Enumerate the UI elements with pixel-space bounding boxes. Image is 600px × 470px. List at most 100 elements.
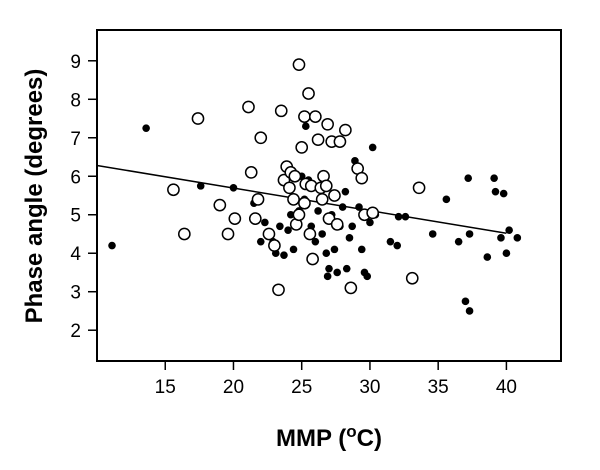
data-point-filled [483, 253, 492, 261]
data-point-open [298, 110, 311, 123]
data-point-filled [256, 237, 265, 246]
data-point-filled [323, 272, 332, 281]
data-point-open [248, 212, 262, 225]
data-point-open [311, 133, 325, 147]
data-point-open [302, 87, 315, 100]
data-point-filled [363, 272, 372, 281]
data-point-open [191, 112, 205, 125]
data-point-open [292, 208, 306, 222]
y-tick-label: 7 [70, 129, 81, 150]
data-point-filled [386, 237, 395, 246]
data-point-filled [465, 307, 474, 315]
data-point-filled [490, 174, 498, 182]
data-point-open [262, 227, 276, 241]
x-tick-label: 40 [496, 377, 517, 398]
data-point-filled [345, 234, 354, 242]
data-point-filled [394, 212, 403, 221]
data-point-open [254, 131, 268, 145]
data-point-filled [401, 212, 410, 221]
data-point-filled [338, 203, 347, 211]
data-point-open [221, 227, 235, 241]
data-point-filled [502, 249, 511, 258]
y-tick-label: 3 [70, 283, 81, 304]
data-point-filled [280, 251, 288, 259]
data-point-open [177, 227, 191, 241]
data-point-open [242, 100, 255, 114]
data-point-open [306, 252, 319, 266]
data-point-open [309, 110, 322, 123]
data-point-filled [229, 184, 238, 192]
data-point-filled [348, 222, 357, 231]
data-point-open [283, 181, 296, 195]
data-point-filled [368, 143, 377, 152]
data-point-filled [454, 237, 463, 246]
data-point-open [287, 192, 300, 206]
data-point-open [268, 239, 281, 252]
data-point-filled [330, 245, 339, 254]
y-tick-label: 5 [70, 206, 81, 227]
x-axis-title-superscript: o [346, 422, 356, 441]
data-point-filled [322, 249, 331, 258]
x-tick-label: 25 [291, 377, 312, 398]
data-point-filled [261, 218, 269, 227]
plot-frame [96, 29, 562, 362]
data-point-open [292, 58, 306, 71]
y-tick-label: 6 [70, 167, 81, 188]
data-point-filled [491, 187, 500, 196]
data-point-open [295, 141, 309, 154]
data-point-filled [366, 218, 374, 227]
x-tick-label: 35 [428, 377, 449, 398]
x-tick-label: 15 [155, 377, 176, 398]
data-point-filled [311, 237, 320, 246]
y-axis: 2 3 4 5 6 7 8 9 [70, 52, 97, 342]
data-point-filled [314, 207, 322, 215]
y-tick-label: 2 [70, 321, 81, 342]
data-point-open [244, 166, 258, 179]
data-point-open [333, 135, 347, 148]
data-point-open [405, 271, 419, 285]
data-point-filled [142, 124, 150, 132]
data-point-filled [355, 203, 363, 211]
data-point-open [339, 123, 352, 137]
data-point-filled [442, 195, 451, 204]
data-point-open [288, 169, 302, 183]
x-axis-title-end: C) [357, 425, 382, 452]
data-point-open [315, 192, 329, 206]
y-axis-title: Phase angle (degrees) [21, 69, 48, 324]
data-point-filled [505, 226, 513, 234]
x-tick-label: 30 [359, 377, 380, 398]
data-point-filled [428, 230, 437, 238]
y-tick-label: 8 [70, 90, 81, 111]
data-point-open [298, 196, 311, 210]
data-point-filled [497, 234, 505, 242]
data-point-open [303, 227, 317, 241]
data-point-filled [302, 122, 310, 131]
x-axis: 15 20 25 30 35 40 [155, 361, 517, 398]
data-point-open [366, 206, 380, 220]
data-point-open [344, 281, 358, 295]
data-point-filled [513, 234, 522, 242]
data-point-open [319, 179, 333, 193]
data-point-open [228, 212, 242, 225]
data-point-open [412, 181, 426, 195]
data-point-open [213, 198, 227, 212]
data-point-filled [464, 174, 473, 182]
data-point-filled [461, 297, 470, 306]
data-point-open [167, 183, 180, 197]
data-point-filled [499, 189, 508, 198]
data-point-open [321, 117, 334, 131]
x-tick-label: 20 [223, 377, 244, 398]
data-point-filled [341, 187, 350, 196]
x-axis-title-main: MMP ( [276, 425, 346, 452]
data-point-filled [286, 210, 295, 219]
data-point-filled [108, 241, 116, 250]
data-point-filled [465, 230, 474, 238]
data-point-open [251, 192, 265, 206]
y-tick-label: 9 [70, 52, 81, 73]
data-point-open [330, 218, 344, 231]
data-point-filled [289, 245, 298, 254]
data-point-filled [196, 182, 205, 190]
y-tick-label: 4 [70, 244, 81, 265]
data-point-filled [393, 241, 402, 250]
